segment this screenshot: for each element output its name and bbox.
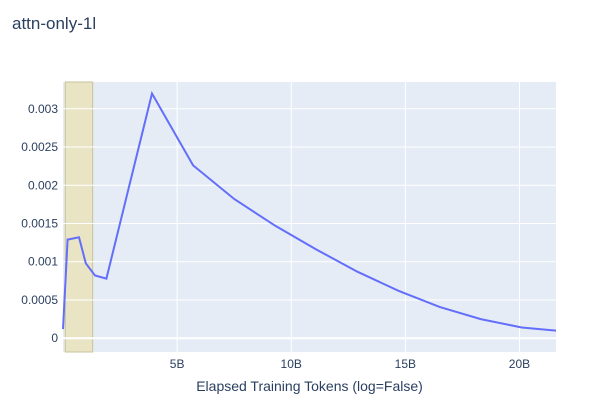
y-tick-label: 0.001	[28, 255, 58, 269]
y-tick-label: 0	[51, 331, 58, 345]
plot-background	[63, 82, 556, 352]
y-tick-label: 0.0015	[21, 217, 58, 231]
x-tick-label: 15B	[395, 357, 416, 371]
series-line	[62, 90, 557, 332]
y-tick-label: 0.002	[28, 178, 58, 192]
y-tick-label: 0.0025	[21, 140, 58, 154]
x-tick-label: 20B	[509, 357, 530, 371]
x-axis-title: Elapsed Training Tokens (log=False)	[196, 378, 423, 394]
gridlines	[63, 82, 556, 352]
chart-title: attn-only-1l	[12, 14, 97, 33]
y-tick-label: 0.0005	[21, 293, 58, 307]
x-tick-label: 5B	[170, 357, 185, 371]
x-tick-label: 10B	[281, 357, 302, 371]
y-axis-ticks: 0 0.0005 0.001 0.0015 0.002 0.0025 0.003	[21, 102, 58, 345]
highlight-region	[64, 81, 94, 353]
x-axis-ticks: 5B 10B 15B 20B	[170, 357, 530, 371]
y-tick-label: 0.003	[28, 102, 58, 116]
